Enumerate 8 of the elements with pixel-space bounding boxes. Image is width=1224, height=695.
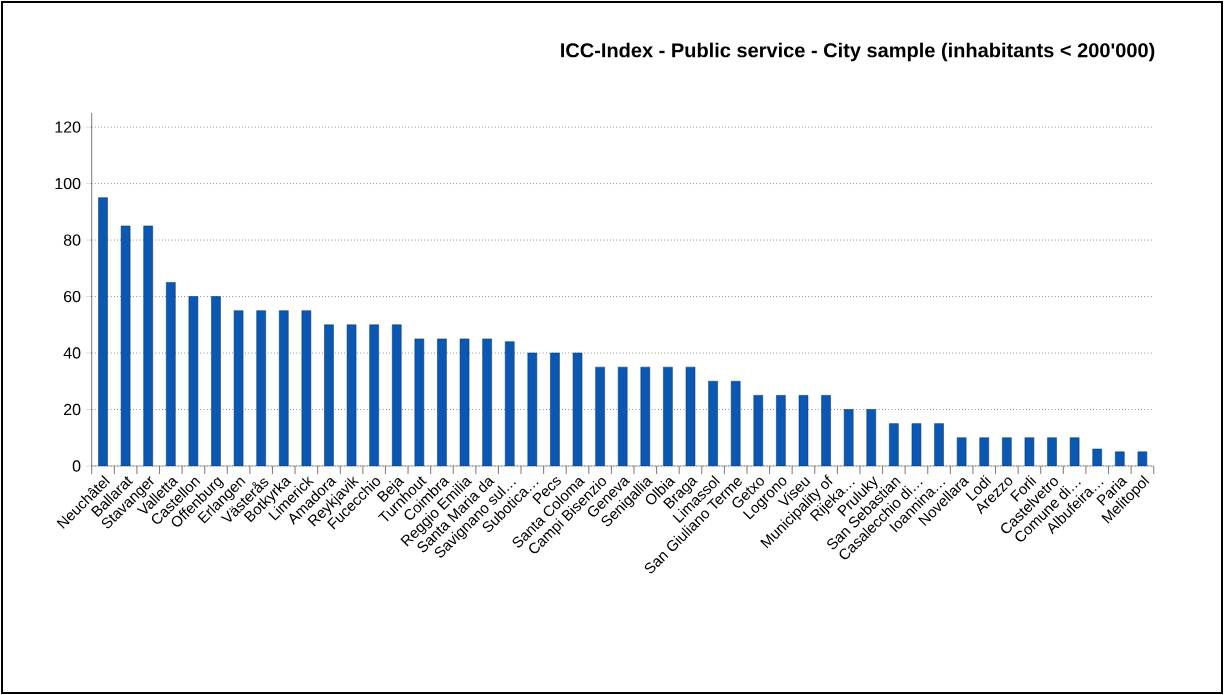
y-tick-label: 60 xyxy=(64,290,81,303)
y-tick-label: 40 xyxy=(63,347,81,359)
y-tick-label: 120 xyxy=(55,121,81,133)
y-tick-label: 0 xyxy=(72,460,81,472)
y-tick-label: 100 xyxy=(55,177,81,190)
y-tick-label: 80 xyxy=(63,234,81,246)
chart-title: ICC-Index - Public service - City sample (inhabitants < 200'000) xyxy=(561,42,1155,62)
y-tick-label: 20 xyxy=(64,403,81,416)
